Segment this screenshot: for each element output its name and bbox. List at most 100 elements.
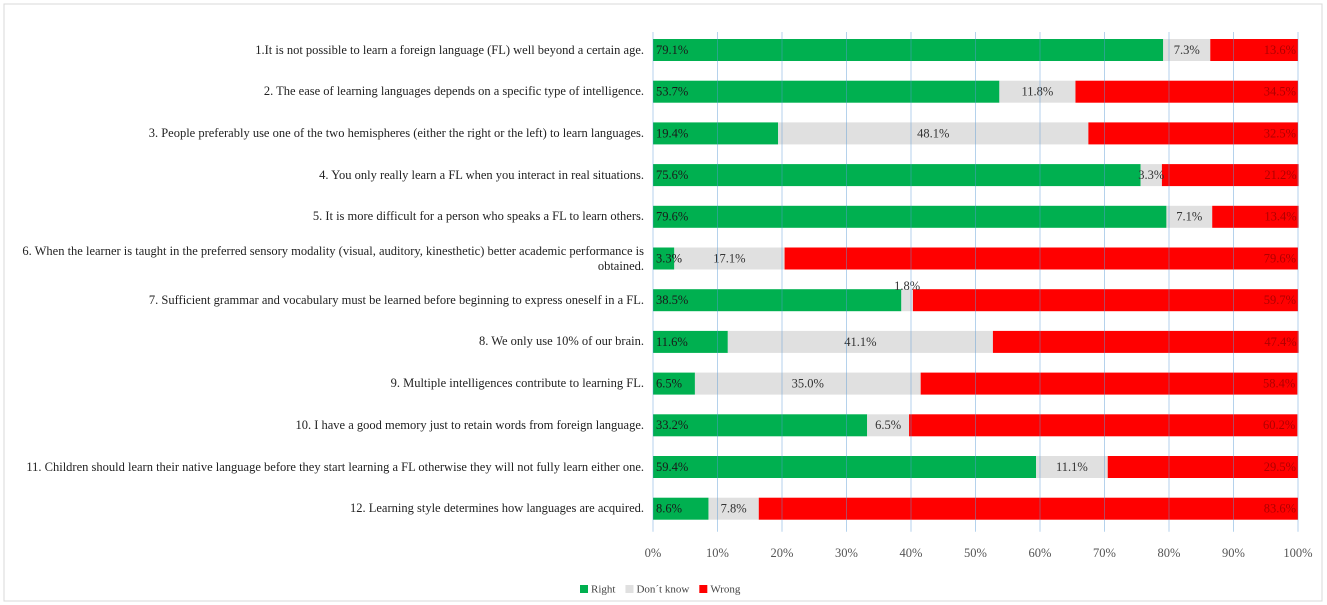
bar-segment <box>1075 80 1298 103</box>
legend-swatch <box>699 585 708 593</box>
data-label: 3.3% <box>1138 168 1164 182</box>
x-tick-label: 90% <box>1222 546 1245 560</box>
bar-segment <box>1107 456 1298 478</box>
bar-segment <box>674 247 785 270</box>
data-label: 53.7% <box>656 85 688 99</box>
bar-segment <box>653 414 868 437</box>
bar-segment <box>653 497 709 520</box>
bar-segment <box>653 122 779 145</box>
bar-segment <box>912 289 1298 312</box>
bar-segment <box>920 372 1298 395</box>
data-label: 32.5% <box>1264 126 1296 140</box>
data-label: 35.0% <box>792 376 824 390</box>
bar-segment <box>694 372 921 395</box>
data-label: 75.6% <box>656 168 688 182</box>
data-label: 60.2% <box>1263 418 1295 432</box>
data-label: 17.1% <box>713 251 745 265</box>
data-label: 11.8% <box>1022 85 1054 99</box>
category-label: 9. Multiple intelligences contribute to … <box>390 376 644 391</box>
x-tick-label: 40% <box>900 546 923 560</box>
bar-segment <box>653 330 728 353</box>
data-label: 13.6% <box>1264 43 1296 57</box>
data-label: 6.5% <box>656 376 682 390</box>
legend-label: Wrong <box>710 584 741 596</box>
data-label: 11.1% <box>1056 460 1088 474</box>
bar-segment <box>992 330 1299 353</box>
data-label: 34.5% <box>1264 85 1296 99</box>
bar-segment <box>653 205 1167 228</box>
bar-segment <box>653 289 902 312</box>
bar-segment <box>1088 122 1298 145</box>
bar-segment <box>1140 164 1162 187</box>
data-label: 7.8% <box>721 502 747 516</box>
legend-label: Don´t know <box>636 584 689 596</box>
category-label: 3. People preferably use one of the two … <box>148 125 644 140</box>
data-label: 83.6% <box>1264 502 1296 516</box>
category-label: 12. Learning style determines how langua… <box>350 501 644 516</box>
bar-segment <box>653 39 1164 61</box>
bar-segment <box>1036 456 1108 478</box>
data-label: 59.7% <box>1264 293 1296 307</box>
data-label: 21.2% <box>1264 168 1296 182</box>
bar-segment <box>1163 39 1211 61</box>
x-tick-label: 20% <box>771 546 794 560</box>
bar-segment <box>1210 39 1298 61</box>
data-label: 3.3% <box>656 251 682 265</box>
x-tick-label: 0% <box>645 546 662 560</box>
category-label: 1.It is not possible to learn a foreign … <box>255 42 644 57</box>
bar-segment <box>999 80 1076 103</box>
x-tick-label: 50% <box>964 546 987 560</box>
data-label: 47.4% <box>1264 335 1296 349</box>
data-label: 48.1% <box>917 126 949 140</box>
category-label: 8. We only use 10% of our brain. <box>478 334 644 349</box>
bar-segment <box>708 497 759 520</box>
bar-segment <box>1212 205 1299 228</box>
bar-segment <box>727 330 993 353</box>
data-label: 1.8% <box>894 279 920 293</box>
legend-label: Right <box>591 584 615 596</box>
data-label: 6.5% <box>875 418 901 432</box>
bar-segment <box>1161 164 1299 187</box>
bar-segment <box>867 414 910 437</box>
category-label: 6. When the learner is taught in the pre… <box>22 243 644 273</box>
bar-segment <box>778 122 1089 145</box>
bar-segment <box>653 247 675 270</box>
x-tick-label: 60% <box>1029 546 1052 560</box>
legend-swatch <box>625 585 634 593</box>
bar-segment <box>653 372 695 395</box>
bar-segment <box>784 247 1298 270</box>
data-label: 13.4% <box>1264 210 1296 224</box>
bar-segment <box>901 289 913 312</box>
x-tick-label: 70% <box>1093 546 1116 560</box>
bar-segment <box>653 164 1141 187</box>
legend-swatch <box>580 585 588 593</box>
data-label: 29.5% <box>1264 460 1296 474</box>
data-label: 58.4% <box>1263 376 1295 390</box>
category-label: 11. Children should learn their native l… <box>26 459 644 474</box>
bar-segment <box>909 414 1298 437</box>
x-tick-label: 30% <box>835 546 858 560</box>
data-label: 7.1% <box>1176 210 1202 224</box>
data-label: 79.6% <box>1264 251 1296 265</box>
data-label: 8.6% <box>656 502 682 516</box>
bar-segment <box>653 456 1037 478</box>
data-label: 7.3% <box>1174 43 1200 57</box>
data-label: 41.1% <box>844 335 876 349</box>
x-tick-label: 100% <box>1283 546 1312 560</box>
data-label: 33.2% <box>656 418 688 432</box>
x-tick-label: 10% <box>706 546 729 560</box>
category-label: 7. Sufficient grammar and vocabulary mus… <box>148 292 644 307</box>
data-label: 59.4% <box>656 460 688 474</box>
category-label: 5. It is more difficult for a person who… <box>312 209 644 224</box>
data-label: 38.5% <box>656 293 688 307</box>
category-label: 10. I have a good memory just to retain … <box>295 417 644 432</box>
data-label: 19.4% <box>656 126 688 140</box>
frame <box>3 3 1323 602</box>
category-label: 4. You only really learn a FL when you i… <box>319 167 644 182</box>
x-tick-label: 80% <box>1158 546 1181 560</box>
bar-segment <box>653 80 1000 103</box>
data-label: 79.1% <box>656 43 688 57</box>
data-label: 79.6% <box>656 210 688 224</box>
